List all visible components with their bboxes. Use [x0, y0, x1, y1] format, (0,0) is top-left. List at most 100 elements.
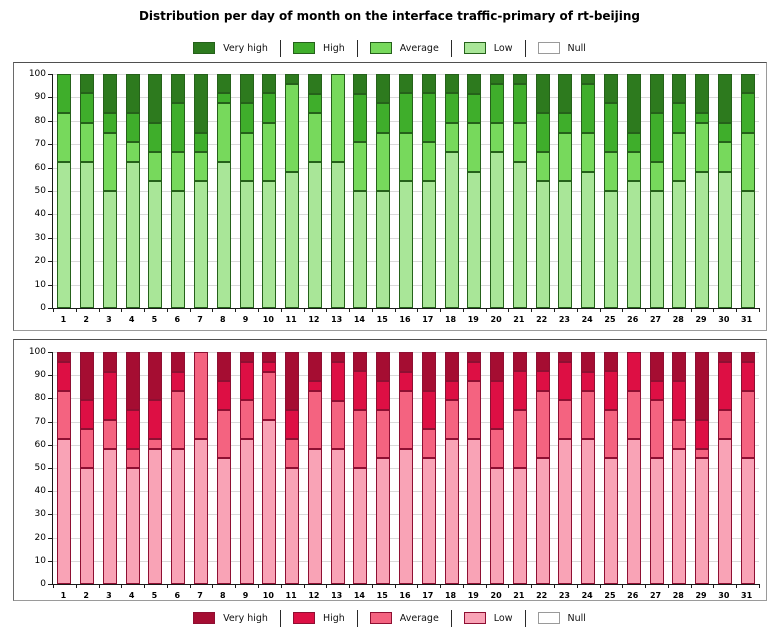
x-axis-label: 15: [376, 315, 388, 324]
segment-high: [467, 93, 482, 123]
segment-high: [239, 103, 254, 133]
segment-low: [626, 439, 641, 584]
segment-high: [603, 103, 618, 152]
segment-average: [171, 151, 186, 191]
bar-day-21: [512, 352, 527, 584]
segment-very-high: [262, 352, 277, 362]
x-axis-label: 22: [536, 315, 548, 324]
segment-average: [171, 390, 186, 449]
x-axis-label: 2: [83, 591, 89, 600]
bar-day-18: [444, 74, 459, 308]
legend-label: Average: [399, 42, 439, 54]
bar-day-15: [376, 74, 391, 308]
bar-day-7: [194, 74, 209, 308]
y-axis-tick: [48, 237, 52, 239]
x-axis-tick: [303, 308, 305, 312]
segment-very-high: [80, 74, 95, 94]
segment-low: [148, 181, 163, 308]
segment-very-high: [444, 74, 459, 94]
bar-day-2: [80, 352, 95, 584]
segment-high: [490, 381, 505, 430]
y-axis-tick: [48, 308, 52, 309]
segment-very-high: [444, 352, 459, 381]
segment-very-high: [490, 352, 505, 381]
legend-item-average: Average: [358, 612, 451, 624]
x-axis-tick: [349, 308, 351, 312]
segment-very-high: [376, 352, 391, 381]
segment-average: [672, 132, 687, 182]
segment-low: [353, 191, 368, 308]
segment-high: [376, 381, 391, 410]
x-axis-tick: [599, 584, 601, 588]
segment-high: [512, 371, 527, 410]
segment-very-high: [672, 352, 687, 381]
segment-very-high: [216, 352, 231, 381]
y-axis-label: 70: [34, 139, 46, 150]
x-axis-label: 25: [604, 591, 616, 600]
legend-item-low: Low: [452, 42, 525, 54]
segment-average: [399, 390, 413, 449]
y-axis-tick: [48, 214, 52, 216]
y-axis-tick: [48, 468, 52, 469]
segment-very-high: [125, 74, 140, 114]
segment-high: [535, 371, 550, 391]
x-axis-label: 29: [695, 591, 707, 600]
segment-high: [307, 93, 322, 114]
x-axis-label: 20: [490, 591, 502, 600]
segment-low: [695, 171, 710, 308]
x-axis-label: 30: [718, 315, 730, 324]
x-axis-tick: [736, 308, 738, 312]
segment-high: [695, 113, 710, 123]
segment-very-high: [307, 352, 322, 381]
x-axis-tick: [485, 584, 487, 588]
y-axis-tick: [48, 444, 52, 446]
legend-label: Null: [567, 42, 586, 54]
y-axis-label: 80: [34, 393, 46, 404]
bar-day-23: [558, 74, 573, 308]
segment-average: [421, 429, 436, 459]
segment-low: [148, 448, 163, 584]
x-axis-tick: [508, 584, 510, 588]
segment-average: [80, 122, 95, 162]
bar-day-16: [399, 352, 413, 584]
segment-very-high: [262, 74, 277, 94]
bar-day-30: [717, 352, 732, 584]
x-axis-tick: [667, 308, 669, 312]
y-axis-tick: [48, 352, 52, 353]
bar-day-14: [353, 352, 368, 584]
x-axis-label: 11: [285, 315, 297, 324]
segment-low: [512, 468, 527, 584]
segment-low: [80, 161, 95, 308]
segment-low: [216, 458, 231, 584]
legend-swatch-high: [292, 42, 315, 54]
x-axis-tick: [303, 584, 305, 588]
x-axis-label: 4: [128, 315, 135, 324]
x-axis-label: 18: [444, 315, 457, 324]
segment-average: [262, 371, 277, 420]
bar-day-18: [444, 352, 459, 584]
segment-low: [512, 161, 527, 308]
segment-very-high: [467, 352, 482, 362]
x-axis-label: 1: [60, 591, 67, 600]
bar-day-22: [535, 74, 550, 308]
x-axis-tick: [371, 308, 373, 312]
bar-day-7: [194, 352, 209, 584]
x-axis-label: 10: [262, 591, 274, 600]
segment-average: [512, 410, 527, 468]
x-axis-label: 24: [581, 591, 593, 600]
segment-high: [717, 122, 732, 143]
x-axis-label: 9: [242, 591, 249, 600]
bar-day-26: [626, 74, 641, 308]
segment-high: [80, 93, 95, 123]
segment-low: [239, 439, 254, 584]
x-axis-tick: [121, 584, 123, 588]
x-axis-label: 10: [262, 315, 274, 324]
segment-low: [649, 191, 664, 308]
segment-low: [171, 448, 186, 584]
y-axis-tick: [48, 74, 52, 75]
segment-high: [330, 361, 345, 401]
segment-average: [376, 132, 391, 191]
segment-low: [376, 191, 391, 308]
segment-high: [490, 83, 505, 123]
segment-average: [444, 122, 459, 152]
